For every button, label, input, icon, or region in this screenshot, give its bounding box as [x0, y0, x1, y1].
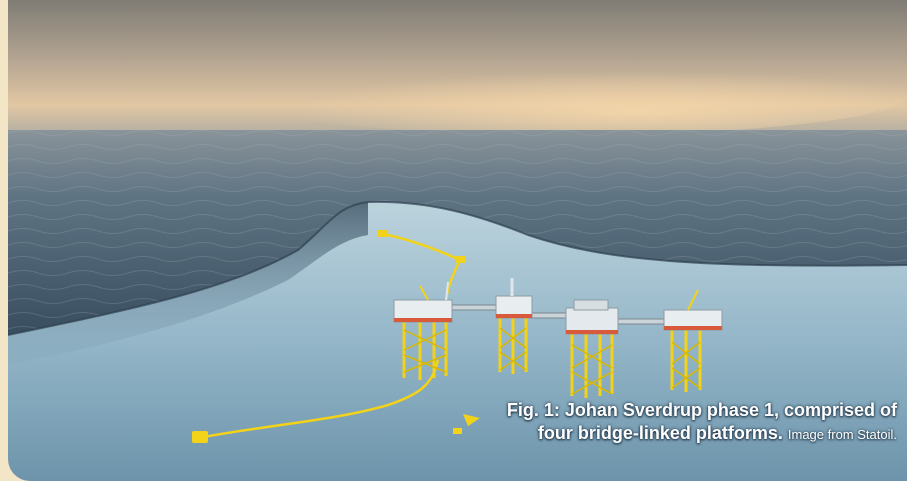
- subsea-template-east-icon: [456, 256, 466, 263]
- buoy-icon: [463, 414, 480, 426]
- photo-frame: Fig. 1: Johan Sverdrup phase 1, comprise…: [8, 0, 907, 481]
- platform-1: [393, 281, 453, 380]
- platform-4: [663, 289, 723, 392]
- cut-edge: [8, 200, 907, 336]
- subsea-template-icon: [192, 431, 208, 443]
- water-column-wall: [8, 202, 368, 365]
- pipeline-main: [197, 359, 440, 440]
- caption-title: Fig. 1: Johan Sverdrup phase 1, comprise…: [506, 400, 897, 443]
- offshore-field-illustration: [8, 0, 907, 481]
- figure-caption: Fig. 1: Johan Sverdrup phase 1, comprise…: [477, 399, 897, 446]
- platform-3: [565, 299, 619, 398]
- platform-2: [495, 278, 533, 374]
- caption-credit: Image from Statoil.: [787, 427, 897, 442]
- anchor-icon: [453, 428, 462, 434]
- seabed-cutaway: [8, 201, 907, 481]
- subsea-template-north-icon: [378, 230, 388, 237]
- sunset-glow: [228, 55, 907, 135]
